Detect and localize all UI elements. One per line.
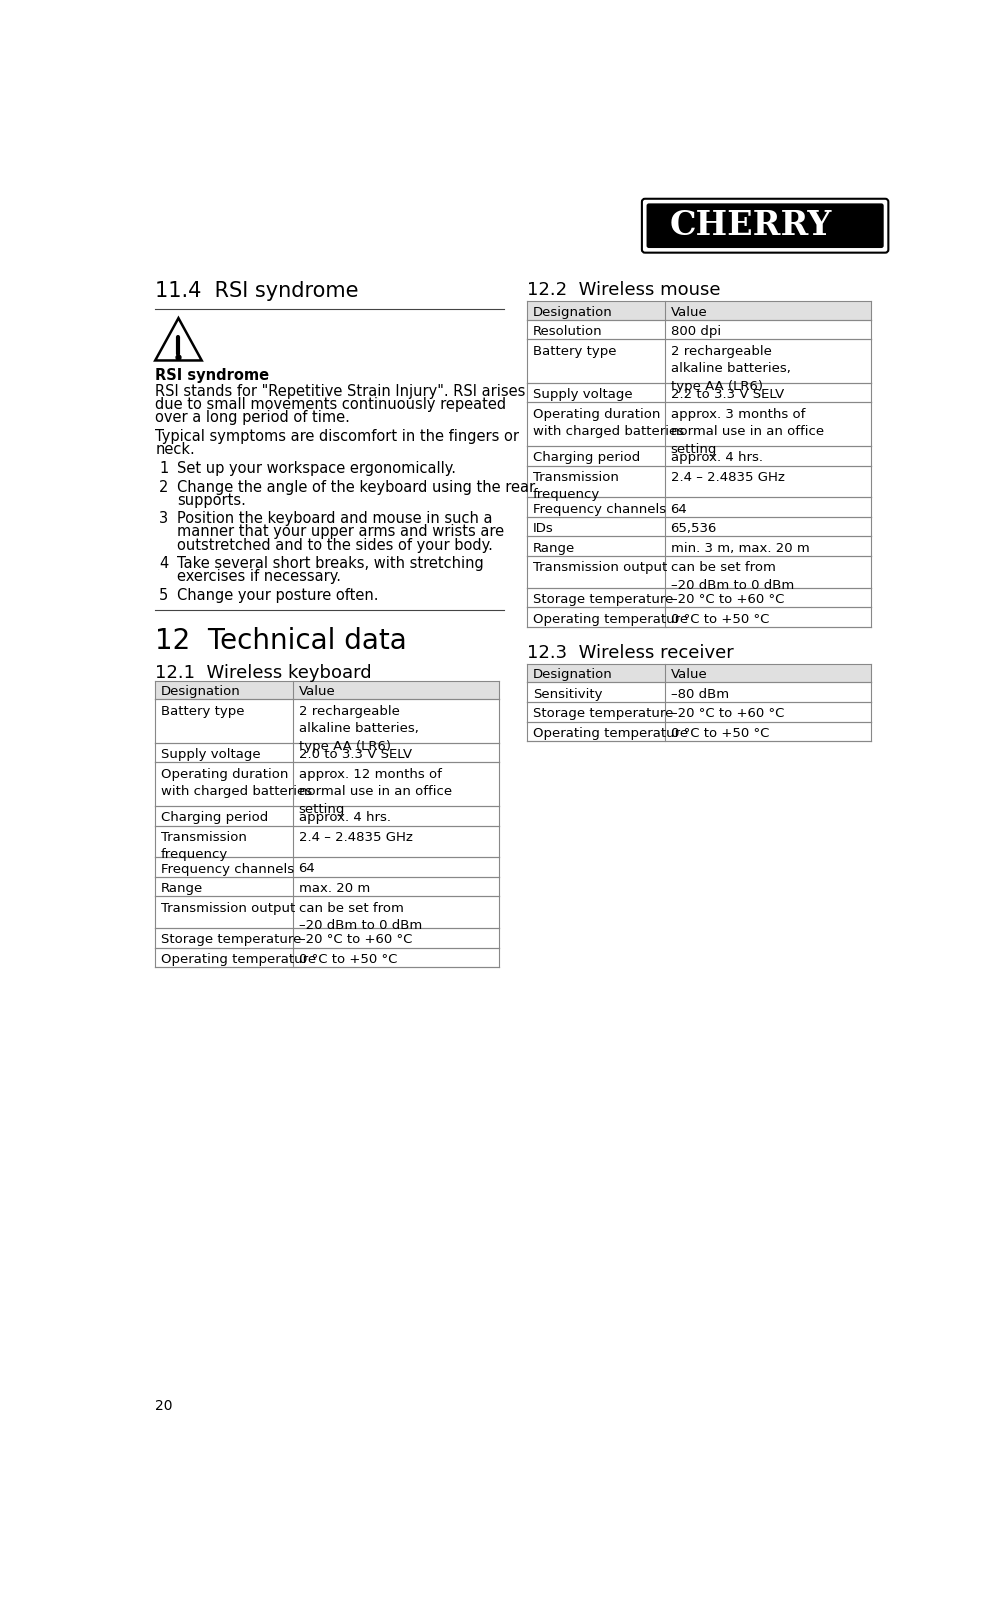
Text: due to small movements continuously repeated: due to small movements continuously repe… bbox=[155, 396, 506, 411]
Text: CHERRY: CHERRY bbox=[670, 209, 832, 242]
FancyBboxPatch shape bbox=[155, 681, 499, 700]
Text: Set up your workspace ergonomically.: Set up your workspace ergonomically. bbox=[177, 461, 456, 477]
Text: outstretched and to the sides of your body.: outstretched and to the sides of your bo… bbox=[177, 538, 493, 552]
Text: Change the angle of the keyboard using the rear: Change the angle of the keyboard using t… bbox=[177, 480, 535, 494]
Text: Operating duration
with charged batteries: Operating duration with charged batterie… bbox=[161, 767, 312, 798]
Text: 2 rechargeable
alkaline batteries,
type AA (LR6): 2 rechargeable alkaline batteries, type … bbox=[299, 705, 418, 753]
Text: 64: 64 bbox=[671, 502, 687, 515]
Text: –80 dBm: –80 dBm bbox=[671, 687, 728, 701]
Text: Sensitivity: Sensitivity bbox=[532, 687, 603, 701]
Text: Value: Value bbox=[671, 668, 707, 682]
Text: 2.0 to 3.3 V SELV: 2.0 to 3.3 V SELV bbox=[299, 748, 411, 761]
Text: Change your posture often.: Change your posture often. bbox=[177, 587, 378, 602]
FancyBboxPatch shape bbox=[527, 302, 870, 319]
Text: 12.1  Wireless keyboard: 12.1 Wireless keyboard bbox=[155, 664, 372, 682]
Text: 3: 3 bbox=[159, 512, 168, 526]
Text: 12.2  Wireless mouse: 12.2 Wireless mouse bbox=[527, 281, 720, 299]
Text: can be set from
–20 dBm to 0 dBm: can be set from –20 dBm to 0 dBm bbox=[299, 902, 422, 933]
Text: 2: 2 bbox=[159, 480, 168, 494]
Text: –20 °C to +60 °C: –20 °C to +60 °C bbox=[671, 708, 784, 721]
Text: Frequency channels: Frequency channels bbox=[161, 862, 294, 875]
Text: IDs: IDs bbox=[532, 522, 553, 534]
Text: Transmission output: Transmission output bbox=[532, 562, 667, 575]
Text: Transmission output: Transmission output bbox=[161, 902, 295, 915]
FancyBboxPatch shape bbox=[527, 664, 870, 682]
Text: Transmission
frequency: Transmission frequency bbox=[161, 831, 246, 862]
Text: 4: 4 bbox=[159, 555, 168, 571]
Text: 2.4 – 2.4835 GHz: 2.4 – 2.4835 GHz bbox=[671, 470, 785, 485]
Text: 11.4  RSI syndrome: 11.4 RSI syndrome bbox=[155, 281, 359, 302]
Text: approx. 12 months of
normal use in an office
setting: approx. 12 months of normal use in an of… bbox=[299, 767, 452, 815]
Text: approx. 4 hrs.: approx. 4 hrs. bbox=[299, 811, 390, 825]
Circle shape bbox=[856, 207, 873, 225]
Text: Resolution: Resolution bbox=[532, 326, 603, 339]
Text: 1: 1 bbox=[159, 461, 168, 477]
Text: 12  Technical data: 12 Technical data bbox=[155, 628, 407, 655]
Text: 0 °C to +50 °C: 0 °C to +50 °C bbox=[671, 727, 769, 740]
Text: Designation: Designation bbox=[161, 685, 240, 698]
Text: Range: Range bbox=[161, 883, 203, 896]
Text: Battery type: Battery type bbox=[532, 345, 616, 358]
Text: Storage temperature: Storage temperature bbox=[532, 592, 673, 607]
Text: max. 20 m: max. 20 m bbox=[299, 883, 370, 896]
Text: 0 °C to +50 °C: 0 °C to +50 °C bbox=[671, 613, 769, 626]
Text: Storage temperature: Storage temperature bbox=[532, 708, 673, 721]
Text: Operating duration
with charged batteries: Operating duration with charged batterie… bbox=[532, 408, 684, 438]
Text: RSI stands for "Repetitive Strain Injury". RSI arises: RSI stands for "Repetitive Strain Injury… bbox=[155, 384, 525, 398]
Text: neck.: neck. bbox=[155, 441, 195, 457]
Text: 20: 20 bbox=[155, 1400, 173, 1412]
Text: Position the keyboard and mouse in such a: Position the keyboard and mouse in such … bbox=[177, 512, 492, 526]
Text: Range: Range bbox=[532, 542, 574, 555]
Text: Supply voltage: Supply voltage bbox=[532, 388, 632, 401]
Text: 12.3  Wireless receiver: 12.3 Wireless receiver bbox=[527, 644, 734, 661]
Text: Take several short breaks, with stretching: Take several short breaks, with stretchi… bbox=[177, 555, 484, 571]
Text: Designation: Designation bbox=[532, 668, 613, 682]
Text: Typical symptoms are discomfort in the fingers or: Typical symptoms are discomfort in the f… bbox=[155, 429, 519, 445]
Text: Designation: Designation bbox=[532, 307, 613, 319]
Text: 2.4 – 2.4835 GHz: 2.4 – 2.4835 GHz bbox=[299, 831, 412, 844]
Text: –20 °C to +60 °C: –20 °C to +60 °C bbox=[671, 592, 784, 607]
Text: RSI syndrome: RSI syndrome bbox=[155, 368, 270, 384]
Text: 64: 64 bbox=[299, 862, 315, 875]
Text: exercises if necessary.: exercises if necessary. bbox=[177, 570, 341, 584]
Text: Value: Value bbox=[671, 307, 707, 319]
Text: Value: Value bbox=[299, 685, 335, 698]
FancyBboxPatch shape bbox=[647, 204, 883, 249]
Text: supports.: supports. bbox=[177, 493, 245, 507]
Text: Charging period: Charging period bbox=[161, 811, 268, 825]
Text: Transmission
frequency: Transmission frequency bbox=[532, 470, 619, 501]
Text: Battery type: Battery type bbox=[161, 705, 244, 717]
Text: over a long period of time.: over a long period of time. bbox=[155, 409, 350, 425]
Text: Operating temperature: Operating temperature bbox=[161, 953, 316, 966]
Circle shape bbox=[844, 212, 861, 230]
Text: approx. 4 hrs.: approx. 4 hrs. bbox=[671, 451, 763, 464]
Text: 800 dpi: 800 dpi bbox=[671, 326, 720, 339]
Text: min. 3 m, max. 20 m: min. 3 m, max. 20 m bbox=[671, 542, 809, 555]
Text: can be set from
–20 dBm to 0 dBm: can be set from –20 dBm to 0 dBm bbox=[671, 562, 794, 592]
Text: Storage temperature: Storage temperature bbox=[161, 934, 301, 947]
Text: Supply voltage: Supply voltage bbox=[161, 748, 261, 761]
Text: Operating temperature: Operating temperature bbox=[532, 613, 688, 626]
Text: Frequency channels: Frequency channels bbox=[532, 502, 666, 515]
Text: 65,536: 65,536 bbox=[671, 522, 717, 534]
Text: 5: 5 bbox=[159, 587, 168, 602]
Text: Operating temperature: Operating temperature bbox=[532, 727, 688, 740]
Text: 2 rechargeable
alkaline batteries,
type AA (LR6): 2 rechargeable alkaline batteries, type … bbox=[671, 345, 791, 393]
Text: 2.2 to 3.3 V SELV: 2.2 to 3.3 V SELV bbox=[671, 388, 784, 401]
Text: approx. 3 months of
normal use in an office
setting: approx. 3 months of normal use in an off… bbox=[671, 408, 824, 456]
FancyBboxPatch shape bbox=[642, 199, 888, 252]
Text: Charging period: Charging period bbox=[532, 451, 640, 464]
Text: 0 °C to +50 °C: 0 °C to +50 °C bbox=[299, 953, 397, 966]
Text: –20 °C to +60 °C: –20 °C to +60 °C bbox=[299, 934, 411, 947]
Text: manner that your upper arms and wrists are: manner that your upper arms and wrists a… bbox=[177, 525, 504, 539]
